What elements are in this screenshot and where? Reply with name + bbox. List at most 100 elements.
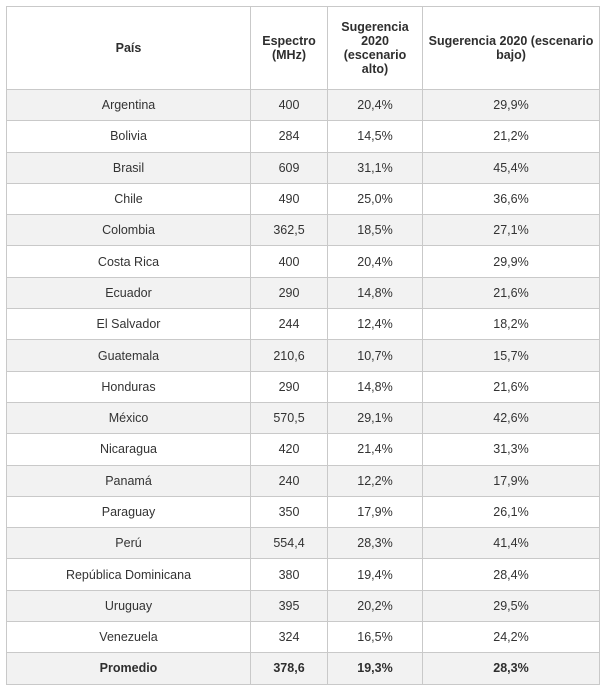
table-row: El Salvador 244 12,4% 18,2% <box>6 308 600 341</box>
cell-suggestion-low: 21,2% <box>422 120 600 153</box>
cell-suggestion-high: 19,4% <box>327 558 423 591</box>
table-row: Costa Rica 400 20,4% 29,9% <box>6 245 600 278</box>
cell-suggestion-high: 14,5% <box>327 120 423 153</box>
cell-country: Perú <box>6 527 251 560</box>
cell-suggestion-high: 18,5% <box>327 214 423 247</box>
header-suggestion-high: Sugerencia 2020 (escenario alto) <box>327 6 423 90</box>
cell-country: El Salvador <box>6 308 251 341</box>
cell-spectrum: 380 <box>250 558 328 591</box>
cell-suggestion-high: 14,8% <box>327 276 423 310</box>
table-row: Nicaragua 420 21,4% 31,3% <box>6 433 600 466</box>
table-row: Brasil 609 31,1% 45,4% <box>6 151 600 184</box>
cell-suggestion-high: 20,2% <box>327 589 423 623</box>
table-row: Paraguay 350 17,9% 26,1% <box>6 495 600 529</box>
table-row: México 570,5 29,1% 42,6% <box>6 401 600 435</box>
cell-suggestion-high: 21,4% <box>327 433 423 466</box>
cell-spectrum: 350 <box>250 495 328 529</box>
cell-spectrum: 324 <box>250 621 328 654</box>
table-row: Venezuela 324 16,5% 24,2% <box>6 621 600 654</box>
cell-suggestion-high: 10,7% <box>327 339 423 372</box>
cell-country: Bolivia <box>6 120 251 153</box>
cell-suggestion-high: 12,4% <box>327 308 423 341</box>
cell-country: Chile <box>6 182 251 216</box>
cell-spectrum: 290 <box>250 276 328 310</box>
table-row: Argentina 400 20,4% 29,9% <box>6 88 600 122</box>
cell-spectrum: 400 <box>250 88 328 122</box>
cell-suggestion-low: 26,1% <box>422 495 600 529</box>
cell-suggestion-low: 17,9% <box>422 464 600 497</box>
cell-suggestion-low: 29,9% <box>422 88 600 122</box>
cell-country: República Dominicana <box>6 558 251 591</box>
cell-spectrum: 210,6 <box>250 339 328 372</box>
cell-suggestion-low: 21,6% <box>422 276 600 310</box>
cell-suggestion-high: 14,8% <box>327 370 423 403</box>
table-row: Uruguay 395 20,2% 29,5% <box>6 589 600 623</box>
cell-spectrum: 554,4 <box>250 527 328 560</box>
cell-suggestion-high: 31,1% <box>327 151 423 184</box>
cell-country: Brasil <box>6 151 251 184</box>
cell-suggestion-high: 25,0% <box>327 182 423 216</box>
table-row: Chile 490 25,0% 36,6% <box>6 182 600 216</box>
table-header: País Espectro (MHz) Sugerencia 2020 (esc… <box>6 6 600 90</box>
cell-country: Venezuela <box>6 621 251 654</box>
cell-country: Honduras <box>6 370 251 403</box>
average-suggestion-low: 28,3% <box>422 652 600 685</box>
cell-suggestion-high: 20,4% <box>327 88 423 122</box>
table-row: Guatemala 210,6 10,7% 15,7% <box>6 339 600 372</box>
header-country: País <box>6 6 251 90</box>
cell-spectrum: 609 <box>250 151 328 184</box>
header-row: País Espectro (MHz) Sugerencia 2020 (esc… <box>6 6 600 90</box>
table-row: Colombia 362,5 18,5% 27,1% <box>6 214 600 247</box>
table-row: Perú 554,4 28,3% 41,4% <box>6 527 600 560</box>
cell-spectrum: 362,5 <box>250 214 328 247</box>
cell-country: Ecuador <box>6 276 251 310</box>
cell-spectrum: 400 <box>250 245 328 278</box>
cell-suggestion-high: 28,3% <box>327 527 423 560</box>
spectrum-table: País Espectro (MHz) Sugerencia 2020 (esc… <box>6 6 600 685</box>
cell-suggestion-low: 29,5% <box>422 589 600 623</box>
table-row: Bolivia 284 14,5% 21,2% <box>6 120 600 153</box>
cell-country: Guatemala <box>6 339 251 372</box>
cell-spectrum: 570,5 <box>250 401 328 435</box>
cell-country: Argentina <box>6 88 251 122</box>
cell-spectrum: 244 <box>250 308 328 341</box>
cell-suggestion-low: 42,6% <box>422 401 600 435</box>
cell-spectrum: 395 <box>250 589 328 623</box>
cell-suggestion-high: 12,2% <box>327 464 423 497</box>
cell-suggestion-low: 29,9% <box>422 245 600 278</box>
cell-suggestion-low: 18,2% <box>422 308 600 341</box>
cell-suggestion-high: 29,1% <box>327 401 423 435</box>
cell-suggestion-low: 21,6% <box>422 370 600 403</box>
cell-country: Uruguay <box>6 589 251 623</box>
cell-suggestion-low: 24,2% <box>422 621 600 654</box>
cell-spectrum: 490 <box>250 182 328 216</box>
spectrum-table-container: País Espectro (MHz) Sugerencia 2020 (esc… <box>6 6 600 685</box>
cell-suggestion-low: 15,7% <box>422 339 600 372</box>
cell-suggestion-low: 41,4% <box>422 527 600 560</box>
header-suggestion-low: Sugerencia 2020 (escenario bajo) <box>422 6 600 90</box>
table-row: Honduras 290 14,8% 21,6% <box>6 370 600 403</box>
table-row: Panamá 240 12,2% 17,9% <box>6 464 600 497</box>
table-row: República Dominicana 380 19,4% 28,4% <box>6 558 600 591</box>
average-spectrum: 378,6 <box>250 652 328 685</box>
cell-suggestion-high: 17,9% <box>327 495 423 529</box>
cell-spectrum: 284 <box>250 120 328 153</box>
cell-suggestion-high: 16,5% <box>327 621 423 654</box>
cell-spectrum: 290 <box>250 370 328 403</box>
average-suggestion-high: 19,3% <box>327 652 423 685</box>
cell-country: Costa Rica <box>6 245 251 278</box>
cell-suggestion-low: 28,4% <box>422 558 600 591</box>
cell-country: Paraguay <box>6 495 251 529</box>
cell-suggestion-low: 36,6% <box>422 182 600 216</box>
cell-country: Colombia <box>6 214 251 247</box>
cell-suggestion-low: 45,4% <box>422 151 600 184</box>
cell-spectrum: 420 <box>250 433 328 466</box>
cell-spectrum: 240 <box>250 464 328 497</box>
cell-country: Panamá <box>6 464 251 497</box>
average-row: Promedio 378,6 19,3% 28,3% <box>6 652 600 685</box>
cell-suggestion-high: 20,4% <box>327 245 423 278</box>
table-row: Ecuador 290 14,8% 21,6% <box>6 276 600 310</box>
table-body: Argentina 400 20,4% 29,9% Bolivia 284 14,5% 21,… <box>6 88 600 685</box>
header-spectrum: Espectro (MHz) <box>250 6 328 90</box>
cell-country: México <box>6 401 251 435</box>
